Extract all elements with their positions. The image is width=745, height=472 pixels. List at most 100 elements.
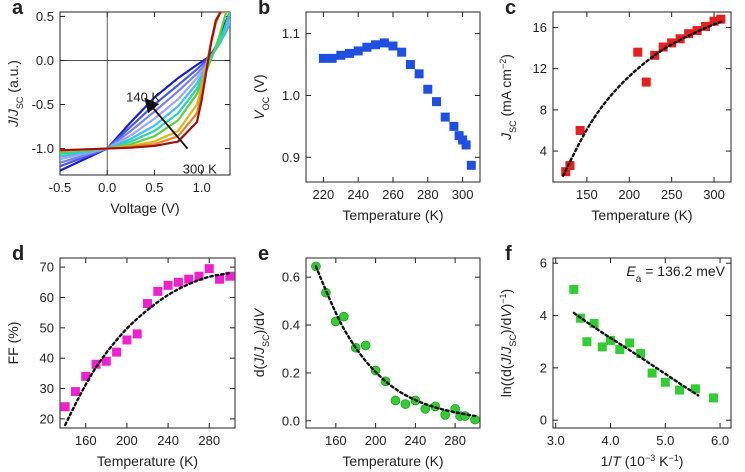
data-point xyxy=(397,47,407,57)
x-tick-label: 0.5 xyxy=(145,180,163,195)
data-layer xyxy=(569,284,718,403)
x-tick-label: 240 xyxy=(405,433,427,448)
data-point xyxy=(449,121,459,131)
x-tick-label: 6.0 xyxy=(711,433,729,448)
x-tick-label: 240 xyxy=(157,433,179,448)
x-axis-label: Temperature (K) xyxy=(342,207,443,223)
y-tick-label: 0 xyxy=(540,413,547,428)
data-point xyxy=(153,286,163,296)
data-point xyxy=(360,340,371,351)
axis-frame xyxy=(59,11,231,176)
data-point xyxy=(345,48,354,58)
data-point xyxy=(371,40,381,50)
data-point xyxy=(132,329,142,339)
data-layer xyxy=(561,14,726,178)
data-point xyxy=(400,399,411,409)
y-tick-label: 12 xyxy=(533,61,547,76)
data-point xyxy=(81,371,91,381)
fit-line xyxy=(63,271,232,427)
data-point xyxy=(466,160,476,170)
x-tick-label: 300 xyxy=(703,187,725,202)
jv-curve-220K xyxy=(60,22,230,158)
y-tick-label: 1.1 xyxy=(282,26,300,41)
data-point xyxy=(184,274,194,284)
y-tick-label: 4 xyxy=(540,308,547,323)
y-tick-label: 1.0 xyxy=(282,88,300,103)
axis-frame xyxy=(59,257,236,429)
jv-curve-300K xyxy=(60,12,222,152)
fit-line xyxy=(572,311,700,397)
panel-label-d: d xyxy=(12,243,24,265)
data-point xyxy=(575,125,585,135)
y-tick-label: 4 xyxy=(540,144,547,159)
y-tick-label: 2 xyxy=(540,360,547,375)
data-point xyxy=(615,345,625,355)
x-axis-label: Temperature (K) xyxy=(342,453,443,469)
x-tick-label: 280 xyxy=(198,433,220,448)
data-point xyxy=(101,356,111,366)
y-tick-label: 16 xyxy=(533,20,547,35)
jv-curve-140K xyxy=(60,12,230,172)
panel-b: b 220 240 260 280 300 0.9 1.0 1.1 Temperature (K)… xyxy=(251,0,481,223)
y-tick-label: 8 xyxy=(540,102,547,117)
data-point xyxy=(636,348,646,358)
data-point xyxy=(684,29,694,39)
axis-frame xyxy=(552,11,732,183)
data-layer xyxy=(318,38,476,170)
data-point xyxy=(204,264,214,274)
x-tick-label: 4.0 xyxy=(601,433,619,448)
y-tick-label: 30 xyxy=(40,381,54,396)
annotation-300K: 300 K xyxy=(183,161,217,176)
x-tick-label: 300 xyxy=(452,187,474,202)
data-point xyxy=(390,395,401,406)
y-tick-label: -1.0 xyxy=(32,141,54,156)
x-axis-label: Voltage (V) xyxy=(110,200,179,216)
data-point xyxy=(379,38,389,48)
data-point xyxy=(163,280,173,290)
data-point xyxy=(388,41,398,51)
data-point xyxy=(569,284,579,294)
fit-line xyxy=(561,20,724,178)
data-layer xyxy=(60,264,235,427)
data-point xyxy=(690,384,700,394)
data-point xyxy=(405,60,415,70)
data-point xyxy=(647,368,657,378)
x-tick-label: -0.5 xyxy=(49,180,71,195)
data-point xyxy=(423,84,433,94)
data-point xyxy=(716,14,726,24)
data-point xyxy=(692,26,702,36)
data-point xyxy=(414,69,424,79)
axis-frame xyxy=(552,257,732,429)
y-axis-label: ln((d(J/JSC)/dV)−1) xyxy=(498,289,518,397)
panel-label-e: e xyxy=(258,243,269,265)
x-tick-label: 150 xyxy=(576,187,598,202)
data-point xyxy=(660,377,670,387)
x-tick-label: 200 xyxy=(618,187,640,202)
panel-label-c: c xyxy=(505,0,516,19)
activation-energy-label: Ea = 136.2 meV xyxy=(626,263,725,285)
data-point xyxy=(641,77,651,87)
x-tick-label: 160 xyxy=(75,433,97,448)
temperature-arrow xyxy=(144,97,189,150)
data-point xyxy=(122,335,132,345)
x-tick-label: 0.0 xyxy=(98,180,116,195)
data-point xyxy=(327,53,337,63)
data-point xyxy=(633,47,643,57)
data-point xyxy=(353,46,363,56)
data-point xyxy=(70,387,80,397)
data-point xyxy=(440,112,450,122)
y-tick-label: -0.5 xyxy=(32,97,54,112)
y-tick-label: 0.0 xyxy=(36,53,54,68)
y-tick-label: 0.0 xyxy=(282,413,300,428)
panel-label-b: b xyxy=(258,0,270,19)
x-axis-label: Temperature (K) xyxy=(591,207,692,223)
data-point xyxy=(582,337,592,347)
x-axis-label: 1/T (10−3 K−1) xyxy=(601,453,684,469)
x-tick-label: 240 xyxy=(347,187,369,202)
x-tick-label: 280 xyxy=(444,433,466,448)
panel-e: e 160 200 240 280 0.0 0.2 0.4 0.6 Temperature (K)… xyxy=(251,243,481,469)
x-tick-label: 200 xyxy=(116,433,138,448)
data-point xyxy=(701,21,711,31)
data-point xyxy=(675,385,685,395)
